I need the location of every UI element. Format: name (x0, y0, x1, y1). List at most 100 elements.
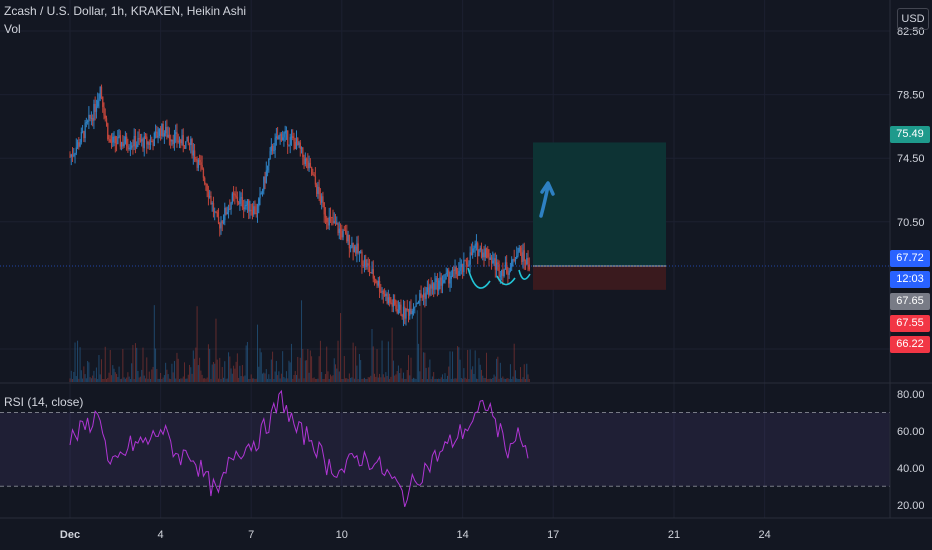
candle-body (269, 151, 271, 160)
candle-body (304, 158, 307, 165)
volume-bar (370, 375, 372, 382)
volume-bar (484, 378, 486, 382)
candle-body (470, 252, 473, 256)
candle-body (109, 139, 111, 142)
cup-drawing-1[interactable] (467, 267, 491, 289)
candle-body (69, 156, 71, 158)
candle-body (363, 259, 366, 266)
volume-bar (85, 378, 87, 382)
candle-body (137, 138, 139, 145)
candle-body (168, 134, 171, 139)
volume-bar (293, 374, 295, 382)
volume-bar (152, 366, 154, 382)
rsi-legend[interactable]: RSI (14, close) (4, 395, 84, 409)
volume-bar (225, 378, 227, 382)
candle-body (391, 303, 393, 307)
candle-body (378, 280, 381, 292)
candle-body (497, 262, 499, 265)
candle-body (253, 206, 255, 215)
volume-bar (348, 373, 350, 382)
gray-price-tag: 67.65 (890, 293, 930, 310)
volume-bar (308, 372, 310, 382)
candle-body (436, 278, 439, 291)
candle-body (113, 136, 115, 138)
currency-button[interactable]: USD (897, 8, 929, 30)
candle-body (263, 176, 265, 191)
candle-body (216, 212, 218, 217)
volume-bar (184, 362, 186, 382)
candle-body (79, 142, 81, 147)
candle-body (343, 229, 346, 231)
volume-bar (329, 374, 331, 382)
candle-body (97, 100, 99, 107)
volume-bar (377, 377, 379, 382)
candle-body (103, 106, 105, 116)
candle-body (289, 137, 291, 145)
arrow-up-drawing[interactable] (539, 181, 555, 218)
candle-body (507, 273, 509, 275)
candle-body (80, 132, 83, 143)
volume-bar (185, 378, 187, 382)
volume-bar (87, 360, 89, 382)
candle-body (516, 255, 518, 259)
candle-body (482, 252, 484, 258)
candle-body (176, 132, 178, 142)
volume-bar (216, 359, 218, 382)
volume-bar (230, 368, 232, 382)
candle-body (209, 195, 211, 198)
candle-body (275, 136, 278, 138)
volume-bar (390, 376, 392, 382)
volume-bar (303, 378, 305, 382)
volume-bar (340, 313, 342, 382)
volume-bar (212, 362, 214, 382)
candle-body (190, 139, 192, 146)
volume-bar (134, 343, 136, 382)
candle-body (455, 267, 458, 275)
volume-bar (363, 377, 365, 382)
volume-bar (122, 349, 124, 382)
candle-body (406, 308, 408, 311)
price-candles (69, 84, 530, 327)
candle-body (332, 218, 334, 223)
long-position-tool[interactable] (533, 142, 666, 290)
candle-body (277, 136, 279, 140)
candle-body (177, 141, 179, 143)
volume-bar (389, 378, 391, 382)
candle-body (351, 243, 353, 248)
volume-bar (297, 356, 299, 382)
volume-bar (474, 350, 476, 382)
volume-bar (158, 378, 160, 382)
stop-zone[interactable] (533, 266, 666, 290)
candle-body (256, 206, 259, 214)
candle-body (341, 230, 343, 238)
candle-body (308, 162, 310, 169)
volume-bar (283, 377, 285, 382)
cup-drawing-3[interactable] (518, 269, 531, 280)
candle-body (297, 138, 299, 146)
target-zone[interactable] (533, 142, 666, 267)
volume-bar (161, 378, 163, 382)
chart-title[interactable]: Zcash / U.S. Dollar, 1h, KRAKEN, Heikin … (4, 4, 247, 18)
user-drawings[interactable] (467, 181, 555, 289)
time-tick-label: 21 (668, 529, 680, 541)
time-tick-label: 10 (336, 529, 348, 541)
volume-bar (319, 340, 321, 382)
candle-body (76, 142, 79, 148)
volume-bar (244, 375, 246, 382)
candle-body (232, 193, 235, 195)
volume-bar (277, 375, 279, 382)
candle-body (274, 137, 276, 151)
candle-body (494, 258, 497, 270)
stop-price-tag: 66.22 (890, 336, 930, 353)
candle-body (112, 136, 114, 143)
candle-body (220, 221, 222, 229)
candle-body (201, 165, 203, 169)
cup-drawing-2[interactable] (496, 275, 516, 286)
volume-legend[interactable]: Vol (4, 22, 21, 36)
volume-bar (84, 374, 86, 382)
volume-bar (333, 358, 335, 382)
volume-bar (449, 351, 451, 382)
candle-body (410, 308, 412, 315)
volume-bar (214, 363, 216, 382)
